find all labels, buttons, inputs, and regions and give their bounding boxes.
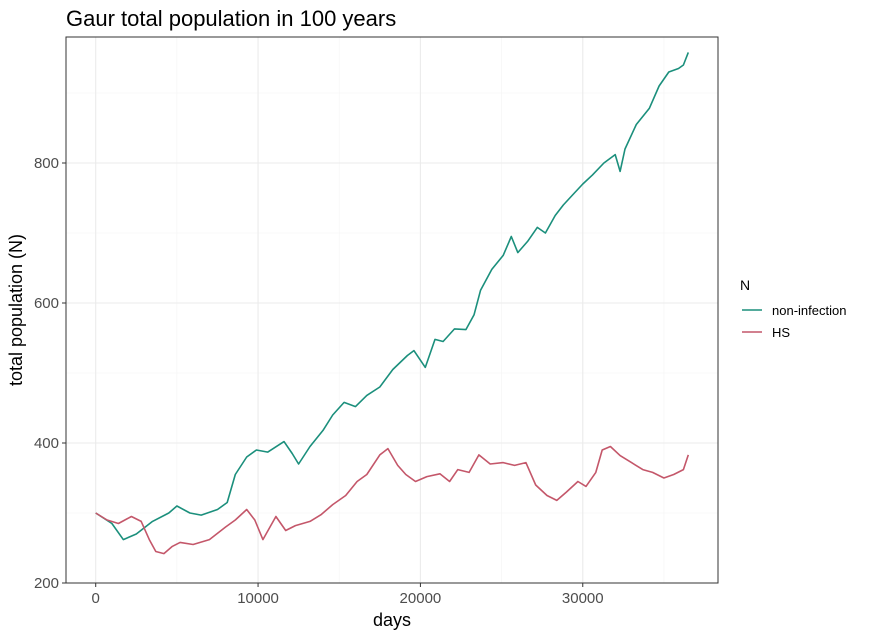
series-line-hs: [95, 445, 690, 555]
series-line-non-infection: [95, 52, 690, 541]
series-lines: [95, 52, 690, 555]
legend-label: non-infection: [772, 303, 846, 318]
x-axis-title: days: [373, 610, 411, 630]
y-axis-title: total population (N): [6, 234, 26, 386]
y-tick-label: 800: [34, 155, 59, 172]
y-tick-label: 600: [34, 295, 59, 312]
legend: N non-infection HS: [740, 277, 846, 340]
grid: [66, 37, 718, 584]
x-tick-label: 10000: [237, 590, 279, 607]
y-tick-label: 400: [34, 435, 59, 452]
y-tick-label: 200: [34, 575, 59, 592]
legend-title: N: [740, 277, 750, 293]
axis-ticks: 0 10000 20000 30000 200 400 600 800: [34, 155, 604, 607]
legend-label: HS: [772, 325, 790, 340]
x-tick-label: 30000: [562, 590, 604, 607]
x-tick-label: 20000: [400, 590, 442, 607]
chart-title: Gaur total population in 100 years: [66, 6, 396, 31]
x-tick-label: 0: [92, 590, 100, 607]
plot-panel-border: [65, 36, 719, 584]
